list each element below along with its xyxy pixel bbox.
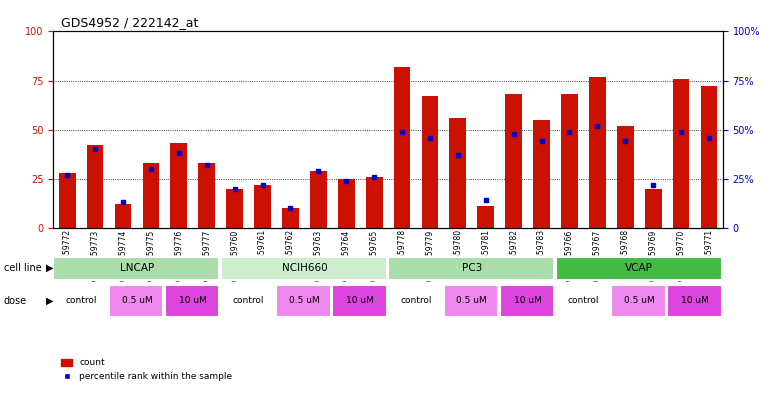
Bar	[673, 79, 689, 228]
FancyBboxPatch shape	[221, 285, 275, 317]
FancyBboxPatch shape	[556, 257, 721, 280]
Bar	[115, 204, 132, 228]
Text: 0.5 uM: 0.5 uM	[122, 296, 152, 305]
Bar	[338, 179, 355, 228]
Bar	[282, 208, 299, 228]
Text: 0.5 uM: 0.5 uM	[457, 296, 487, 305]
FancyBboxPatch shape	[444, 285, 498, 317]
Bar	[142, 163, 159, 228]
Bar	[477, 206, 494, 228]
FancyBboxPatch shape	[667, 285, 721, 317]
Text: PC3: PC3	[462, 263, 482, 273]
Legend: count, percentile rank within the sample: count, percentile rank within the sample	[58, 355, 236, 385]
FancyBboxPatch shape	[556, 285, 610, 317]
Bar	[422, 96, 438, 228]
Bar	[701, 86, 718, 228]
Text: 10 uM: 10 uM	[681, 296, 709, 305]
Text: control: control	[400, 296, 431, 305]
Text: control: control	[568, 296, 599, 305]
Bar	[450, 118, 466, 228]
Text: 10 uM: 10 uM	[514, 296, 542, 305]
Text: cell line: cell line	[4, 263, 42, 273]
FancyBboxPatch shape	[276, 285, 331, 317]
Text: control: control	[233, 296, 264, 305]
Text: dose: dose	[4, 296, 27, 306]
Text: 10 uM: 10 uM	[179, 296, 207, 305]
Text: control: control	[65, 296, 97, 305]
FancyBboxPatch shape	[221, 257, 387, 280]
Bar	[59, 173, 75, 228]
FancyBboxPatch shape	[611, 285, 666, 317]
Bar	[589, 77, 606, 228]
Bar	[310, 171, 326, 228]
Bar	[645, 189, 661, 228]
FancyBboxPatch shape	[53, 257, 219, 280]
Bar	[393, 67, 410, 228]
FancyBboxPatch shape	[333, 285, 387, 317]
Bar	[617, 126, 634, 228]
Text: 0.5 uM: 0.5 uM	[289, 296, 320, 305]
Bar	[505, 94, 522, 228]
Bar	[533, 120, 550, 228]
Text: LNCAP: LNCAP	[119, 263, 154, 273]
Text: 10 uM: 10 uM	[346, 296, 374, 305]
FancyBboxPatch shape	[388, 257, 554, 280]
Bar	[561, 94, 578, 228]
FancyBboxPatch shape	[53, 285, 108, 317]
Bar	[87, 145, 103, 228]
Text: ▶: ▶	[46, 296, 53, 306]
Bar	[366, 177, 383, 228]
Text: GDS4952 / 222142_at: GDS4952 / 222142_at	[61, 16, 199, 29]
Text: ▶: ▶	[46, 263, 53, 273]
FancyBboxPatch shape	[500, 285, 554, 317]
Text: VCAP: VCAP	[626, 263, 653, 273]
FancyBboxPatch shape	[165, 285, 219, 317]
FancyBboxPatch shape	[388, 285, 442, 317]
Bar	[199, 163, 215, 228]
Bar	[226, 189, 243, 228]
FancyBboxPatch shape	[109, 285, 164, 317]
Bar	[254, 185, 271, 228]
Text: 0.5 uM: 0.5 uM	[624, 296, 654, 305]
Text: NCIH660: NCIH660	[282, 263, 327, 273]
Bar	[170, 143, 187, 228]
